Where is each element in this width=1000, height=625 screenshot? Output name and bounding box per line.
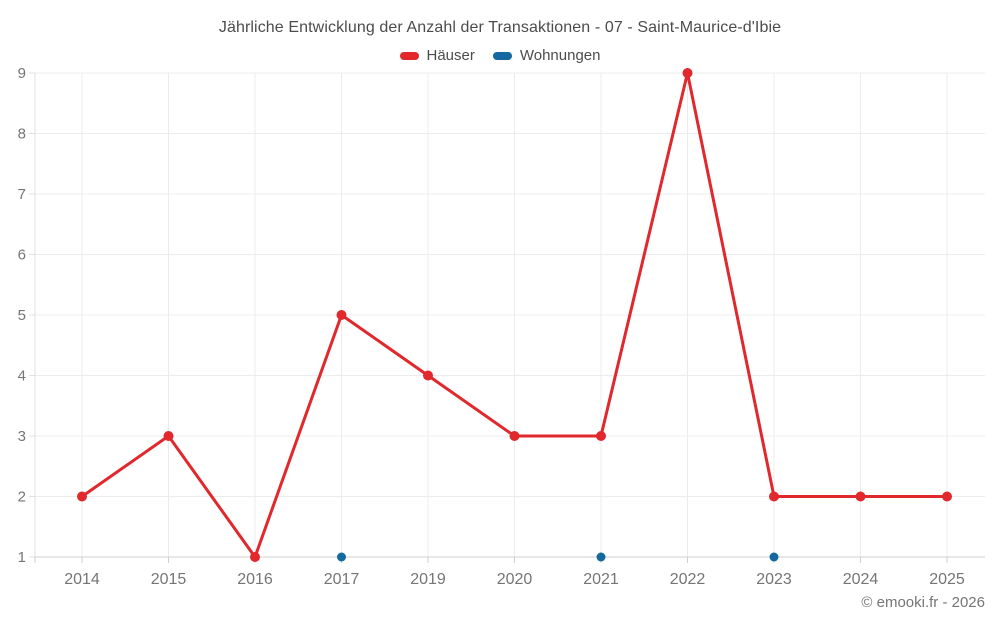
data-point-series-1 (769, 552, 779, 562)
y-axis-label: 3 (18, 428, 26, 445)
data-point-series-0 (682, 68, 693, 78)
legend-label-wohnungen: Wohnungen (519, 47, 601, 64)
x-axis-label: 2014 (64, 571, 100, 588)
legend-marker-haeuser-icon (399, 51, 419, 60)
legend-marker-wohnungen-icon (492, 51, 512, 60)
x-axis-label: 2015 (151, 571, 187, 588)
x-axis-label: 2021 (583, 571, 619, 588)
data-point-series-1 (337, 552, 346, 562)
x-axis-label: 2016 (237, 571, 273, 588)
data-point-series-0 (250, 552, 260, 562)
data-point-series-0 (336, 310, 347, 320)
x-axis-label: 2019 (410, 571, 446, 588)
x-axis-label: 2023 (756, 571, 792, 588)
data-point-series-0 (942, 491, 952, 502)
data-point-series-0 (769, 491, 779, 502)
data-point-series-1 (596, 552, 606, 562)
copyright-text: © emooki.fr - 2026 (861, 594, 985, 611)
x-axis-label: 2024 (843, 571, 879, 588)
y-axis-label: 9 (18, 65, 26, 82)
y-axis-label: 5 (18, 307, 26, 324)
legend-item-wohnungen[interactable]: Wohnungen (492, 47, 601, 64)
legend-item-haeuser[interactable]: Häuser (399, 47, 475, 64)
y-axis-label: 6 (18, 247, 26, 264)
data-point-series-0 (423, 370, 433, 381)
y-axis-label: 1 (18, 549, 26, 566)
legend-label-haeuser: Häuser (426, 47, 475, 64)
data-point-series-0 (855, 491, 866, 502)
x-axis-label: 2025 (929, 571, 965, 588)
chart-title: Jährliche Entwicklung der Anzahl der Tra… (218, 19, 782, 36)
data-point-series-0 (163, 431, 174, 441)
data-point-series-0 (77, 491, 87, 502)
x-axis-label: 2017 (324, 571, 360, 588)
data-point-series-0 (509, 431, 520, 441)
y-axis-label: 2 (18, 489, 26, 506)
y-axis-label: 4 (18, 368, 26, 385)
chart-legend: Häuser Wohnungen (0, 47, 1000, 64)
x-axis-label: 2022 (670, 571, 706, 588)
data-point-series-0 (596, 431, 606, 441)
x-axis-label: 2020 (497, 571, 533, 588)
y-axis-label: 8 (18, 126, 26, 143)
y-axis-label: 7 (18, 186, 26, 203)
